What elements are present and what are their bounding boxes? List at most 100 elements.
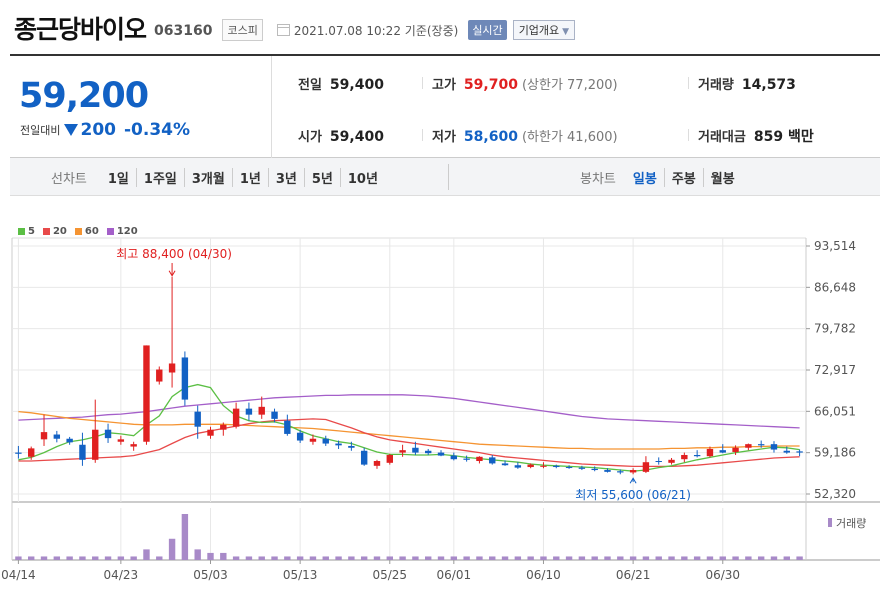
price-summary: 59,200 전일대비 200 -0.34% 전일 59,400 고가 59,7… [10,54,880,158]
period-5y[interactable]: 5년 [303,167,340,187]
candle-body [373,461,381,466]
volume-legend-label: 거래량 [836,517,866,530]
candle-body [604,470,611,472]
stat-sub: (하한가 41,600) [521,130,618,145]
datetime-value: 2021.07.08 10:22 [293,23,401,38]
legend-swatch [18,228,25,235]
stat-volume: 거래량 14,573 [698,74,796,93]
candle-body [168,363,176,373]
x-tick-label: 05/13 [283,568,318,582]
change-percent: -0.34% [123,120,191,140]
candle-body [399,450,406,453]
toolbar-divider [448,164,449,190]
candle-body [386,454,393,463]
legend-ma120: 120 [106,226,138,237]
candle-body [655,461,662,463]
volume-bar [783,556,790,560]
candle-body [732,447,739,452]
candle-body [40,432,48,440]
candle-body [258,406,265,415]
volume-bar [489,556,496,560]
legend-ma60: 60 [74,226,99,237]
period-daily[interactable]: 일봉 [632,171,657,187]
volume-bar [655,556,662,560]
volume-bar [194,549,201,560]
volume-bar [284,556,291,560]
stat-value: 59,400 [329,77,384,93]
current-price: 59,200 [19,76,149,116]
x-tick-label: 06/21 [616,568,651,582]
basis-label: 기준(장중) [404,23,459,38]
candle-body [181,357,189,400]
candle-body [156,369,163,382]
volume-bar [642,556,650,560]
volume-bar [578,556,586,560]
volume-bar [719,556,726,560]
high-arrow-head [168,270,176,277]
stock-name: 종근당바이오 [14,15,147,44]
candle-body [104,429,112,439]
down-triangle-icon [64,124,79,136]
stat-prev-close: 전일 59,400 [298,74,384,93]
volume-bar [540,556,547,560]
x-tick-label: 05/25 [372,568,407,582]
candle-body [220,424,227,430]
period-3y[interactable]: 3년 [267,167,304,187]
stat-sub: (상한가 77,200) [521,78,618,93]
stat-label: 시가 [298,130,322,145]
volume-bar [681,556,688,560]
candle-body [514,465,522,468]
y-tick-label: 79,782 [814,322,856,336]
market-badge: 코스피 [222,19,263,41]
candle-body [425,450,432,454]
candle-body [745,444,752,448]
candle-body [796,451,803,453]
candle-body [553,465,560,468]
low-arrow-head [629,477,637,484]
period-1y[interactable]: 1년 [231,167,268,187]
candle-body [322,438,329,444]
stat-high: 고가 59,700 (상한가 77,200) [432,74,618,93]
candle-body [271,411,278,419]
company-overview-button[interactable]: 기업개요 ▼ [512,20,576,40]
legend-label: 5 [28,226,35,237]
high-annotation: 최고 88,400 (04/30) [116,247,232,261]
stat-value: 14,573 [741,77,796,93]
legend-ma20: 20 [42,226,67,237]
candle-body [437,452,445,456]
ma20-line [18,418,800,468]
candle-body [335,443,342,446]
volume-bar [271,556,278,560]
period-1d[interactable]: 1일 [107,171,129,187]
y-tick-label: 86,648 [814,280,856,294]
volume-bar [399,556,406,560]
period-weekly[interactable]: 주봉 [663,167,703,187]
candle-body [617,471,624,473]
separator [688,77,689,89]
stat-amount: 거래대금 859 백만 [698,126,814,146]
volume-bar [104,556,112,560]
candle-body [92,429,99,460]
volume-bar [40,556,48,560]
ma-legend: 5 20 60 120 [18,226,146,237]
x-tick-label: 06/10 [526,568,561,582]
candle-body [15,452,22,454]
candle-chart-label: 봉차트 [580,171,616,187]
x-tick-label: 06/30 [705,568,740,582]
period-3m[interactable]: 3개월 [183,167,232,187]
volume-bar [156,556,163,560]
realtime-button[interactable]: 실시간 [468,20,507,40]
period-10y[interactable]: 10년 [339,167,385,187]
legend-label: 120 [116,226,138,237]
stat-label: 거래량 [698,78,734,93]
period-1w[interactable]: 1주일 [135,167,184,187]
volume-bar [245,556,253,560]
change-value: 200 [80,120,116,140]
candle-body [540,465,547,467]
period-monthly[interactable]: 월봉 [702,167,742,187]
separator [422,129,423,141]
candle-body [117,439,125,442]
volume-bar [79,556,86,560]
volume-bar [168,538,176,560]
